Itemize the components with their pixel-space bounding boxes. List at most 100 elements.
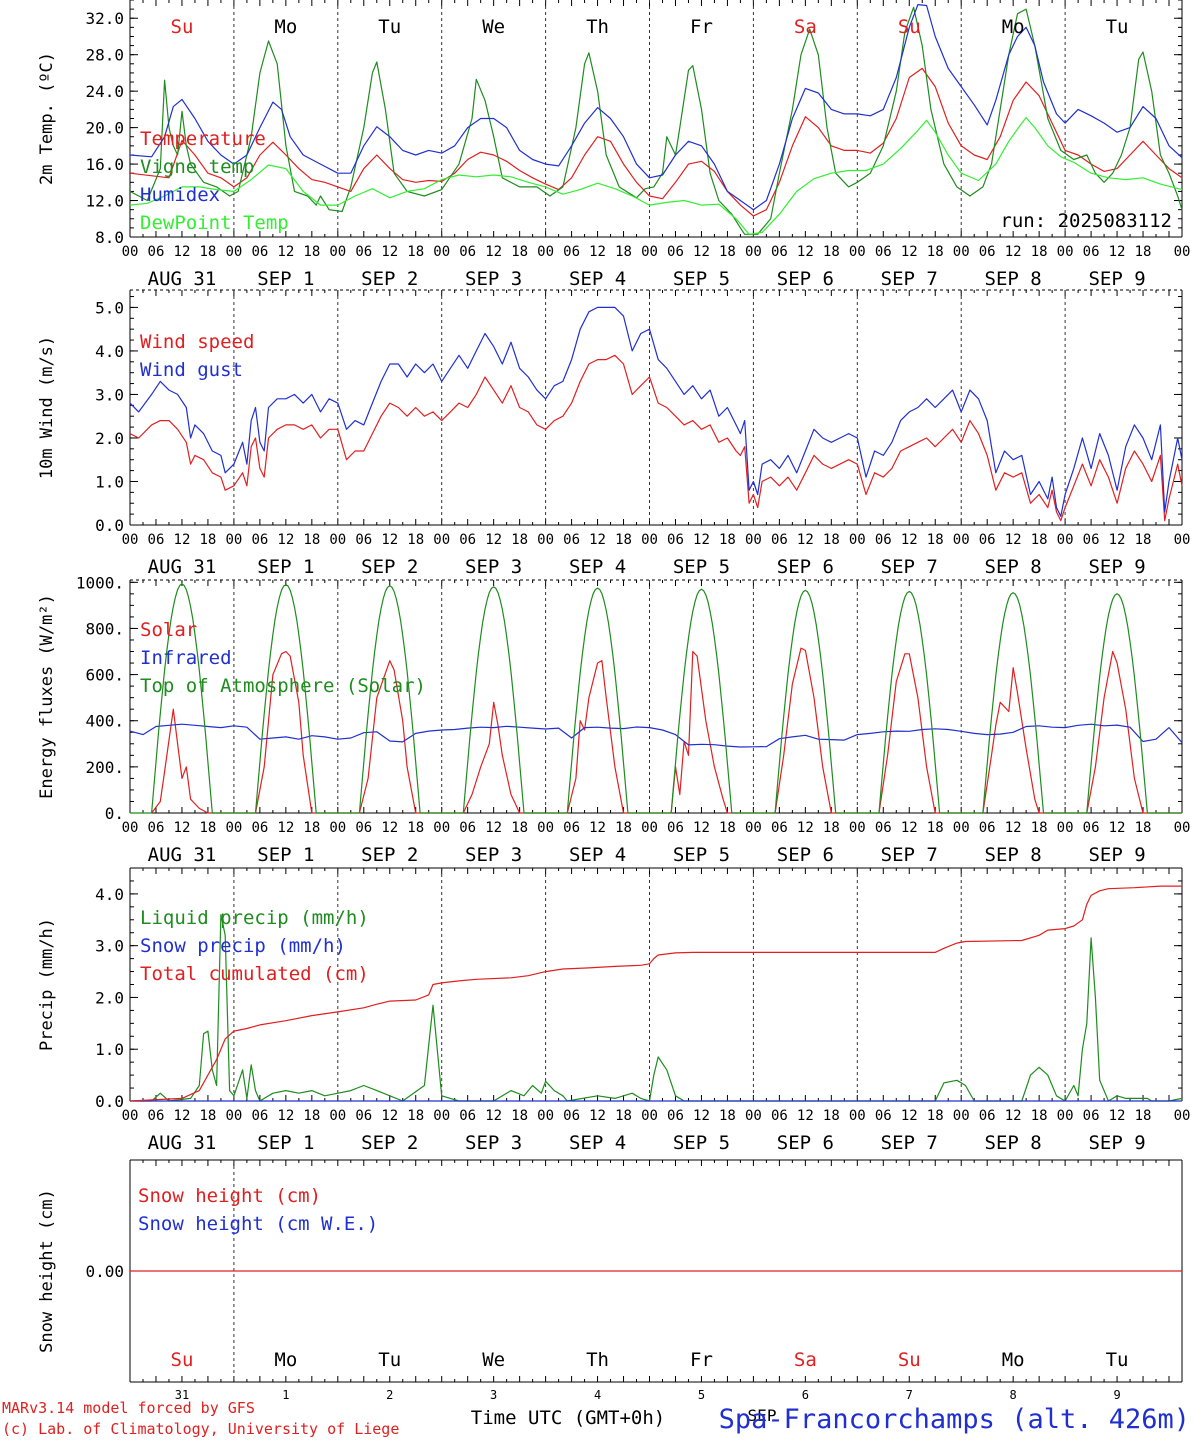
x-hour-label: 00 [953, 244, 970, 260]
x-hour-label: 12 [693, 532, 710, 548]
x-hour-label: 18 [927, 820, 944, 836]
x-date-label: SEP 2 [361, 268, 418, 290]
x-hour-label: 12 [277, 532, 294, 548]
x-hour-label: 06 [148, 532, 165, 548]
x-hour-label: 06 [1083, 820, 1100, 836]
x-hour-label: 00 [329, 820, 346, 836]
x-date-label: SEP 6 [777, 1132, 834, 1154]
x-hour-label: 12 [693, 1108, 710, 1124]
series-line-total-cumulated-cm- [129, 885, 1182, 1102]
x-hour-label: 06 [667, 532, 684, 548]
y-tick-label: 5.0 [95, 298, 124, 317]
bottom-day-number: 5 [698, 1388, 705, 1402]
x-hour-label: 12 [589, 532, 606, 548]
day-name: Mo [1002, 1349, 1025, 1371]
x-hour-label: 12 [589, 820, 606, 836]
x-hour-label: 12 [693, 820, 710, 836]
x-hour-label: 06 [355, 1108, 372, 1124]
x-hour-label: 18 [1135, 820, 1152, 836]
day-name: Sa [794, 1349, 817, 1371]
x-hour-label: 18 [1031, 820, 1048, 836]
y-axis-label: 10m Wind (m/s) [37, 336, 57, 479]
x-hour-label: 18 [1031, 1108, 1048, 1124]
x-hour-label: 18 [823, 244, 840, 260]
x-hour-label: 18 [615, 1108, 632, 1124]
x-hour-label: 06 [667, 244, 684, 260]
x-hour-label: 12 [277, 1108, 294, 1124]
x-hour-label: 12 [901, 532, 918, 548]
x-hour-label: 06 [979, 244, 996, 260]
x-hour-label: 06 [1083, 1108, 1100, 1124]
x-hour-label: 00 [433, 820, 450, 836]
series-line-dewpoint-temp [129, 117, 1183, 235]
x-hour-label: 12 [1005, 820, 1022, 836]
bottom-day-number: 9 [1113, 1388, 1120, 1402]
x-hour-label: 00 [225, 532, 242, 548]
x-date-label: SEP 3 [465, 1132, 522, 1154]
x-hour-label: 18 [719, 244, 736, 260]
x-date-label: SEP 9 [1088, 1132, 1145, 1154]
x-hour-label: 00 [1174, 244, 1191, 260]
x-hour-label: 18 [823, 820, 840, 836]
x-hour-label: 12 [797, 244, 814, 260]
x-hour-label: 18 [1031, 244, 1048, 260]
panel-1: 8.0 12.0 16.0 20.0 24.0 28.0 32.0 2m Temp. (ºC)… [37, 0, 1190, 290]
series-line-temperature [129, 67, 1183, 217]
x-hour-label: 06 [771, 532, 788, 548]
panel-4: 0.0 1.0 2.0 3.0 4.0 Precip (mm/h) Liquid preci… [37, 867, 1190, 1154]
legend-entry: Snow height (cm W.E.) [138, 1213, 378, 1235]
credit-line-1: MARv3.14 model forced by GFS [2, 1399, 255, 1417]
x-date-label: SEP 9 [1088, 844, 1145, 866]
series-group [129, 306, 1183, 522]
y-tick-label: 2.0 [95, 429, 124, 448]
y-tick-label: 24.0 [85, 82, 124, 101]
bottom-month-label: SEP [748, 1406, 777, 1425]
y-axis-label: Snow height (cm) [37, 1189, 57, 1353]
x-hour-label: 18 [511, 1108, 528, 1124]
x-date-label: AUG 31 [148, 1132, 217, 1154]
x-hour-label: 06 [251, 532, 268, 548]
y-axis-label: 2m Temp. (ºC) [37, 52, 57, 185]
x-hour-label: 18 [407, 532, 424, 548]
legend-entry: Liquid precip (mm/h) [140, 907, 369, 929]
series-line-wind-gust [129, 306, 1183, 517]
x-date-label: AUG 31 [148, 268, 217, 290]
x-hour-label: 00 [329, 244, 346, 260]
x-hour-label: 00 [225, 1108, 242, 1124]
x-hour-label: 00 [537, 820, 554, 836]
day-name: Tu [1106, 1349, 1129, 1371]
x-date-label: SEP 4 [569, 556, 626, 578]
x-hour-label: 00 [953, 1108, 970, 1124]
day-name: Sa [794, 16, 817, 38]
x-hour-label: 18 [719, 532, 736, 548]
bottom-day-number: 31 [175, 1388, 189, 1402]
x-hour-label: 18 [1135, 1108, 1152, 1124]
y-axis-label: Precip (mm/h) [37, 918, 57, 1051]
x-hour-label: 12 [797, 532, 814, 548]
series-line-infrared [129, 723, 1183, 748]
series-line-solar [151, 647, 1182, 814]
x-hour-label: 18 [303, 820, 320, 836]
x-hour-label: 00 [1174, 820, 1191, 836]
x-date-label: SEP 3 [465, 844, 522, 866]
x-hour-label: 00 [1057, 820, 1074, 836]
legend-entry: Total cumulated (cm) [140, 963, 369, 985]
x-date-label: SEP 7 [881, 1132, 938, 1154]
x-hour-label: 00 [745, 820, 762, 836]
x-hour-label: 06 [875, 244, 892, 260]
y-tick-label: 3.0 [95, 385, 124, 404]
x-hour-label: 12 [797, 820, 814, 836]
x-hour-label: 00 [641, 820, 658, 836]
panel-3: 0. 200. 400. 600. 800. 1000. Energy fluxes (W/… [37, 573, 1190, 866]
x-hour-label: 00 [433, 1108, 450, 1124]
series-group [129, 885, 1183, 1102]
x-hour-label: 12 [174, 244, 191, 260]
legend-entry: Vigne temp [140, 156, 254, 178]
x-hour-label: 00 [122, 244, 139, 260]
x-date-label: SEP 7 [881, 556, 938, 578]
x-hour-label: 00 [641, 532, 658, 548]
y-tick-label: 3.0 [95, 937, 124, 956]
x-date-label: SEP 6 [777, 268, 834, 290]
x-hour-label: 12 [485, 244, 502, 260]
x-hour-label: 00 [953, 820, 970, 836]
